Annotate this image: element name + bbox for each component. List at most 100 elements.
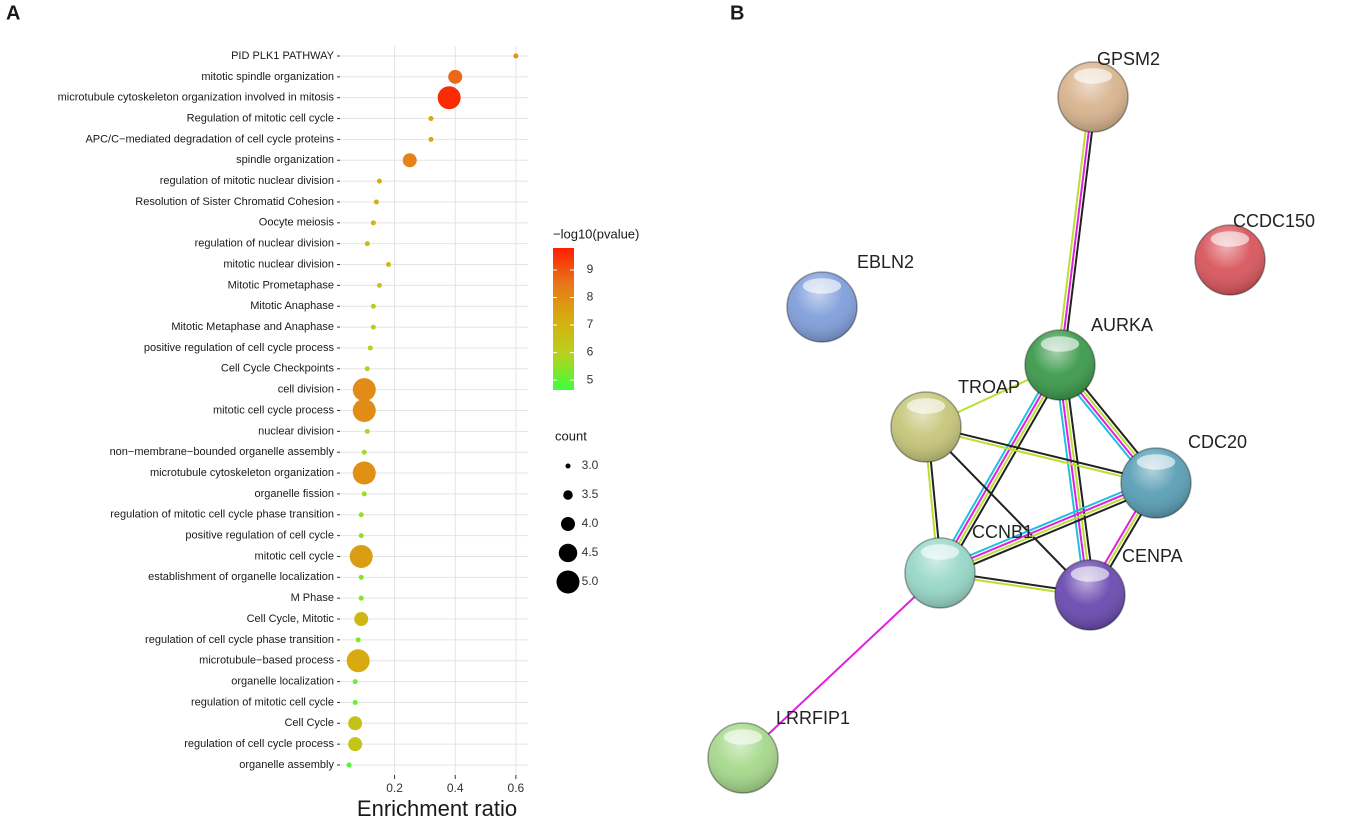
dot: [376, 178, 382, 184]
node-highlight: [1136, 454, 1176, 470]
node-highlight: [1073, 68, 1113, 84]
size-legend-dot: [558, 543, 578, 563]
y-tick-label: regulation of cell cycle phase transitio…: [145, 634, 334, 646]
dot: [364, 428, 370, 434]
dot: [437, 86, 461, 110]
y-tick-label: establishment of organelle localization: [148, 571, 334, 583]
y-tick-label: Cell Cycle: [284, 717, 334, 729]
dot: [373, 199, 379, 205]
size-legend-label: 3.0: [582, 458, 599, 472]
dot: [370, 324, 376, 330]
node-shine: [1058, 62, 1128, 132]
y-tick-label: microtubule cytoskeleton organization: [150, 467, 334, 479]
y-tick-label: spindle organization: [236, 154, 334, 166]
x-tick-label: 0.6: [508, 781, 525, 795]
y-tick-label: mitotic cell cycle process: [213, 404, 335, 416]
y-tick-label: positive regulation of cell cycle: [185, 530, 334, 542]
dot: [352, 461, 376, 485]
edge: [940, 365, 1063, 575]
edge: [1062, 97, 1098, 366]
node-highlight: [1070, 566, 1110, 582]
y-tick-label: regulation of nuclear division: [195, 238, 334, 250]
node-label: EBLN2: [857, 252, 914, 272]
dot: [346, 649, 370, 673]
y-tick-label: Resolution of Sister Chromatid Cohesion: [135, 196, 334, 208]
edge: [1059, 96, 1094, 366]
size-legend-label: 4.5: [582, 545, 599, 559]
x-tick-label: 0.2: [386, 781, 403, 795]
y-tick-label: Mitotic Metaphase and Anaphase: [171, 321, 334, 333]
y-tick-label: mitotic nuclear division: [223, 258, 334, 270]
edge: [925, 427, 1156, 486]
y-tick-label: mitotic spindle organization: [201, 71, 334, 83]
panel-label: A: [6, 2, 20, 24]
y-tick-label: Cell Cycle, Mitotic: [247, 613, 335, 625]
node-shine: [1025, 330, 1095, 400]
node-highlight: [723, 729, 763, 745]
node-highlight: [802, 278, 842, 294]
node-shine: [1195, 225, 1265, 295]
color-tick-label: 8: [587, 290, 594, 304]
edge: [1054, 365, 1087, 596]
size-legend-dot: [556, 570, 580, 594]
node-label: TROAP: [958, 377, 1020, 397]
y-tick-label: Mitotic Anaphase: [250, 300, 334, 312]
color-tick-label: 7: [587, 317, 594, 331]
dot: [346, 762, 352, 768]
dot: [364, 366, 370, 372]
edge: [742, 572, 941, 759]
size-legend-dot: [561, 517, 575, 531]
y-tick-label: nuclear division: [258, 425, 334, 437]
dot: [448, 69, 463, 84]
y-tick-label: organelle fission: [255, 488, 335, 500]
edge: [934, 362, 1057, 572]
size-legend-label: 4.0: [582, 516, 599, 530]
dot: [348, 737, 363, 752]
y-tick-label: Mitotic Prometaphase: [228, 279, 334, 291]
node-label: CCDC150: [1233, 211, 1315, 231]
y-tick-label: organelle localization: [231, 675, 334, 687]
dot: [358, 512, 364, 518]
color-tick-label: 9: [587, 262, 594, 276]
node-highlight: [1040, 336, 1080, 352]
dot: [352, 679, 358, 685]
y-tick-label: Cell Cycle Checkpoints: [221, 363, 335, 375]
y-tick-label: Regulation of mitotic cell cycle: [187, 112, 334, 124]
y-tick-label: Oocyte meiosis: [259, 217, 335, 229]
y-tick-label: microtubule cytoskeleton organization in…: [58, 92, 335, 104]
edge: [941, 486, 1159, 579]
y-tick-label: regulation of mitotic cell cycle: [191, 696, 334, 708]
dot: [348, 716, 363, 731]
color-tick-label: 6: [587, 345, 594, 359]
dot: [386, 262, 392, 268]
x-tick-label: 0.4: [447, 781, 464, 795]
y-tick-label: positive regulation of cell cycle proces…: [144, 342, 335, 354]
y-tick-label: PID PLK1 PATHWAY: [231, 50, 335, 62]
y-tick-label: regulation of mitotic nuclear division: [160, 175, 334, 187]
node-shine: [787, 272, 857, 342]
dot: [354, 612, 369, 627]
y-tick-label: regulation of mitotic cell cycle phase t…: [110, 509, 334, 521]
y-tick-label: APC/C−mediated degradation of cell cycle…: [85, 133, 334, 145]
edge: [926, 424, 1157, 483]
size-legend-title: count: [555, 428, 587, 443]
dot: [370, 220, 376, 226]
y-tick-label: regulation of cell cycle process: [184, 738, 334, 750]
node-label: CCNB1: [972, 522, 1033, 542]
size-legend-label: 5.0: [582, 574, 599, 588]
node-label: LRRFIP1: [776, 708, 850, 728]
edge: [943, 366, 1066, 576]
y-tick-label: microtubule−based process: [199, 655, 334, 667]
dot: [364, 241, 370, 247]
node-label: GPSM2: [1097, 49, 1160, 69]
edge: [939, 480, 1156, 573]
dot: [355, 637, 361, 643]
edge: [1057, 365, 1090, 596]
edge: [940, 483, 1157, 576]
node-shine: [905, 538, 975, 608]
dot: [349, 544, 373, 568]
dot: [428, 116, 434, 122]
panel-label: B: [730, 2, 744, 24]
